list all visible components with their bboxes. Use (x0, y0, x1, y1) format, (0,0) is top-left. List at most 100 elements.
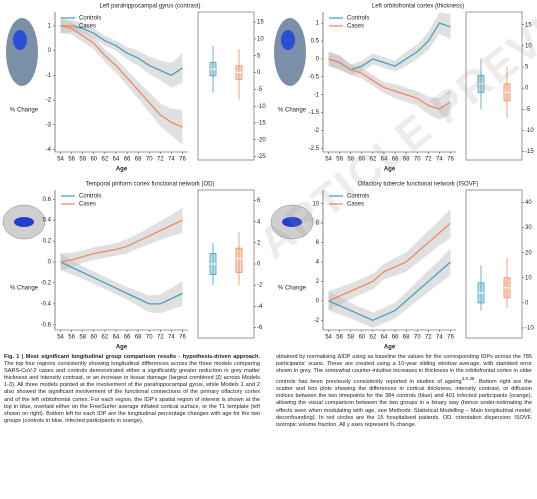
x-tick-label: 70 (414, 157, 421, 163)
error-band (60, 18, 183, 88)
x-tick-label: 68 (135, 335, 142, 341)
y-tick-label: -2 (46, 98, 52, 104)
box-panel-frame (197, 11, 255, 161)
x-tick-label: 60 (358, 335, 365, 341)
x-tick-label: 62 (370, 335, 377, 341)
x-tick-label: 64 (113, 335, 120, 341)
region-highlight (13, 30, 27, 50)
box-panel-frame (197, 189, 255, 339)
brain-icon (274, 18, 306, 86)
y-tick-label: 0 (48, 260, 52, 266)
legend-label: Cases (347, 202, 364, 208)
x-tick-label: 74 (436, 157, 443, 163)
x-tick-label: 66 (392, 157, 399, 163)
x-tick-label: 56 (336, 335, 343, 341)
figure-panel: Olfactory tubercle functional network (I… (270, 182, 534, 351)
x-tick-label: 58 (79, 157, 86, 163)
y-tick-label: -0.4 (41, 301, 52, 307)
y-tick-label: -2.5 (309, 146, 320, 152)
y-tick-label: 0.6 (43, 197, 52, 203)
box-panel-frame (465, 11, 523, 161)
figure-panel: Temporal piriform cortex functional netw… (2, 182, 263, 351)
y-tick-label: -1 (314, 92, 320, 98)
box-y-tick-label: -5 (257, 87, 263, 93)
x-tick-label: 74 (168, 157, 175, 163)
x-tick-label: 58 (79, 335, 86, 341)
y-axis-label: % Change (278, 286, 307, 292)
x-tick-label: 76 (447, 335, 454, 341)
box-panel-frame (465, 189, 523, 339)
box-y-tick-label: -5 (525, 107, 531, 113)
x-axis-label: Age (384, 167, 396, 173)
y-tick-label: 4 (316, 260, 320, 266)
region-highlight (14, 217, 34, 227)
box-y-tick-label: 20 (525, 250, 532, 256)
chart-title: Olfactory tubercle functional network (I… (358, 182, 479, 188)
caption-label: Fig. 1 | Most significant longitudinal g… (4, 354, 260, 360)
y-tick-label: 0 (316, 57, 320, 63)
chart-title: Temporal piriform cortex functional netw… (85, 182, 214, 188)
caption-text: . Bottom right are the scatter and box p… (276, 379, 532, 428)
x-tick-label: 58 (347, 157, 354, 163)
x-tick-label: 72 (425, 157, 432, 163)
y-tick-label: 10 (312, 201, 319, 207)
legend-label: Controls (79, 194, 101, 200)
series-line (60, 25, 183, 77)
box-y-tick-label: -10 (525, 128, 534, 134)
x-tick-label: 56 (68, 157, 75, 163)
box-y-tick-label: 4 (257, 219, 261, 225)
box-y-tick-label: -10 (257, 104, 266, 110)
box-y-tick-label: -10 (525, 326, 534, 332)
box-y-tick-label: 0 (525, 300, 529, 306)
x-tick-label: 54 (325, 157, 332, 163)
box-y-tick-label: 6 (257, 198, 261, 204)
legend-label: Controls (347, 16, 369, 22)
y-tick-label: 1 (316, 21, 320, 27)
box-y-tick-label: 15 (525, 22, 532, 28)
error-band (60, 253, 183, 314)
box-y-tick-label: 15 (257, 20, 264, 26)
box-y-tick-label: -2 (257, 283, 263, 289)
y-tick-label: 8 (316, 221, 320, 227)
x-tick-label: 54 (57, 157, 64, 163)
region-highlight (282, 217, 302, 227)
x-tick-label: 64 (381, 335, 388, 341)
x-tick-label: 76 (447, 157, 454, 163)
y-tick-label: 0 (316, 298, 320, 304)
box-y-tick-label: 10 (525, 43, 532, 49)
x-tick-label: 62 (370, 157, 377, 163)
x-tick-label: 56 (336, 157, 343, 163)
region-highlight (281, 30, 295, 50)
x-tick-label: 54 (57, 335, 64, 341)
series-line (328, 58, 451, 110)
legend-label: Cases (347, 24, 364, 30)
x-tick-label: 54 (325, 335, 332, 341)
x-tick-label: 60 (90, 157, 97, 163)
x-tick-label: 70 (414, 335, 421, 341)
box-y-tick-label: -4 (257, 304, 263, 310)
chart-title: Left orbitofrontal cortex (thickness) (372, 4, 464, 10)
caption-text: The top four regions consistently showin… (4, 361, 260, 424)
figure-panels: Left parahippocampal gyrus (contrast) % C… (2, 4, 534, 351)
x-axis-label: Age (116, 167, 128, 173)
x-tick-label: 68 (403, 335, 410, 341)
box-y-tick-label: 10 (525, 275, 532, 281)
box-y-tick-label: -15 (257, 121, 266, 127)
series-line (60, 219, 183, 263)
x-tick-label: 76 (179, 157, 186, 163)
x-tick-label: 70 (146, 157, 153, 163)
series-line (328, 261, 451, 321)
legend-label: Controls (79, 16, 101, 22)
y-tick-label: -1 (46, 73, 52, 79)
box-y-tick-label: 2 (257, 240, 261, 246)
y-tick-label: -0.6 (41, 322, 52, 328)
y-tick-label: -4 (46, 147, 52, 153)
caption-right: obtained by normalising ΔIDP using as ba… (276, 354, 532, 429)
y-tick-label: 0.2 (43, 239, 52, 245)
y-tick-label: 1 (48, 23, 52, 29)
y-axis-label: % Change (278, 108, 307, 114)
y-tick-label: -0.2 (41, 281, 52, 287)
y-tick-label: -3 (46, 122, 52, 128)
y-tick-label: 0 (48, 48, 52, 54)
